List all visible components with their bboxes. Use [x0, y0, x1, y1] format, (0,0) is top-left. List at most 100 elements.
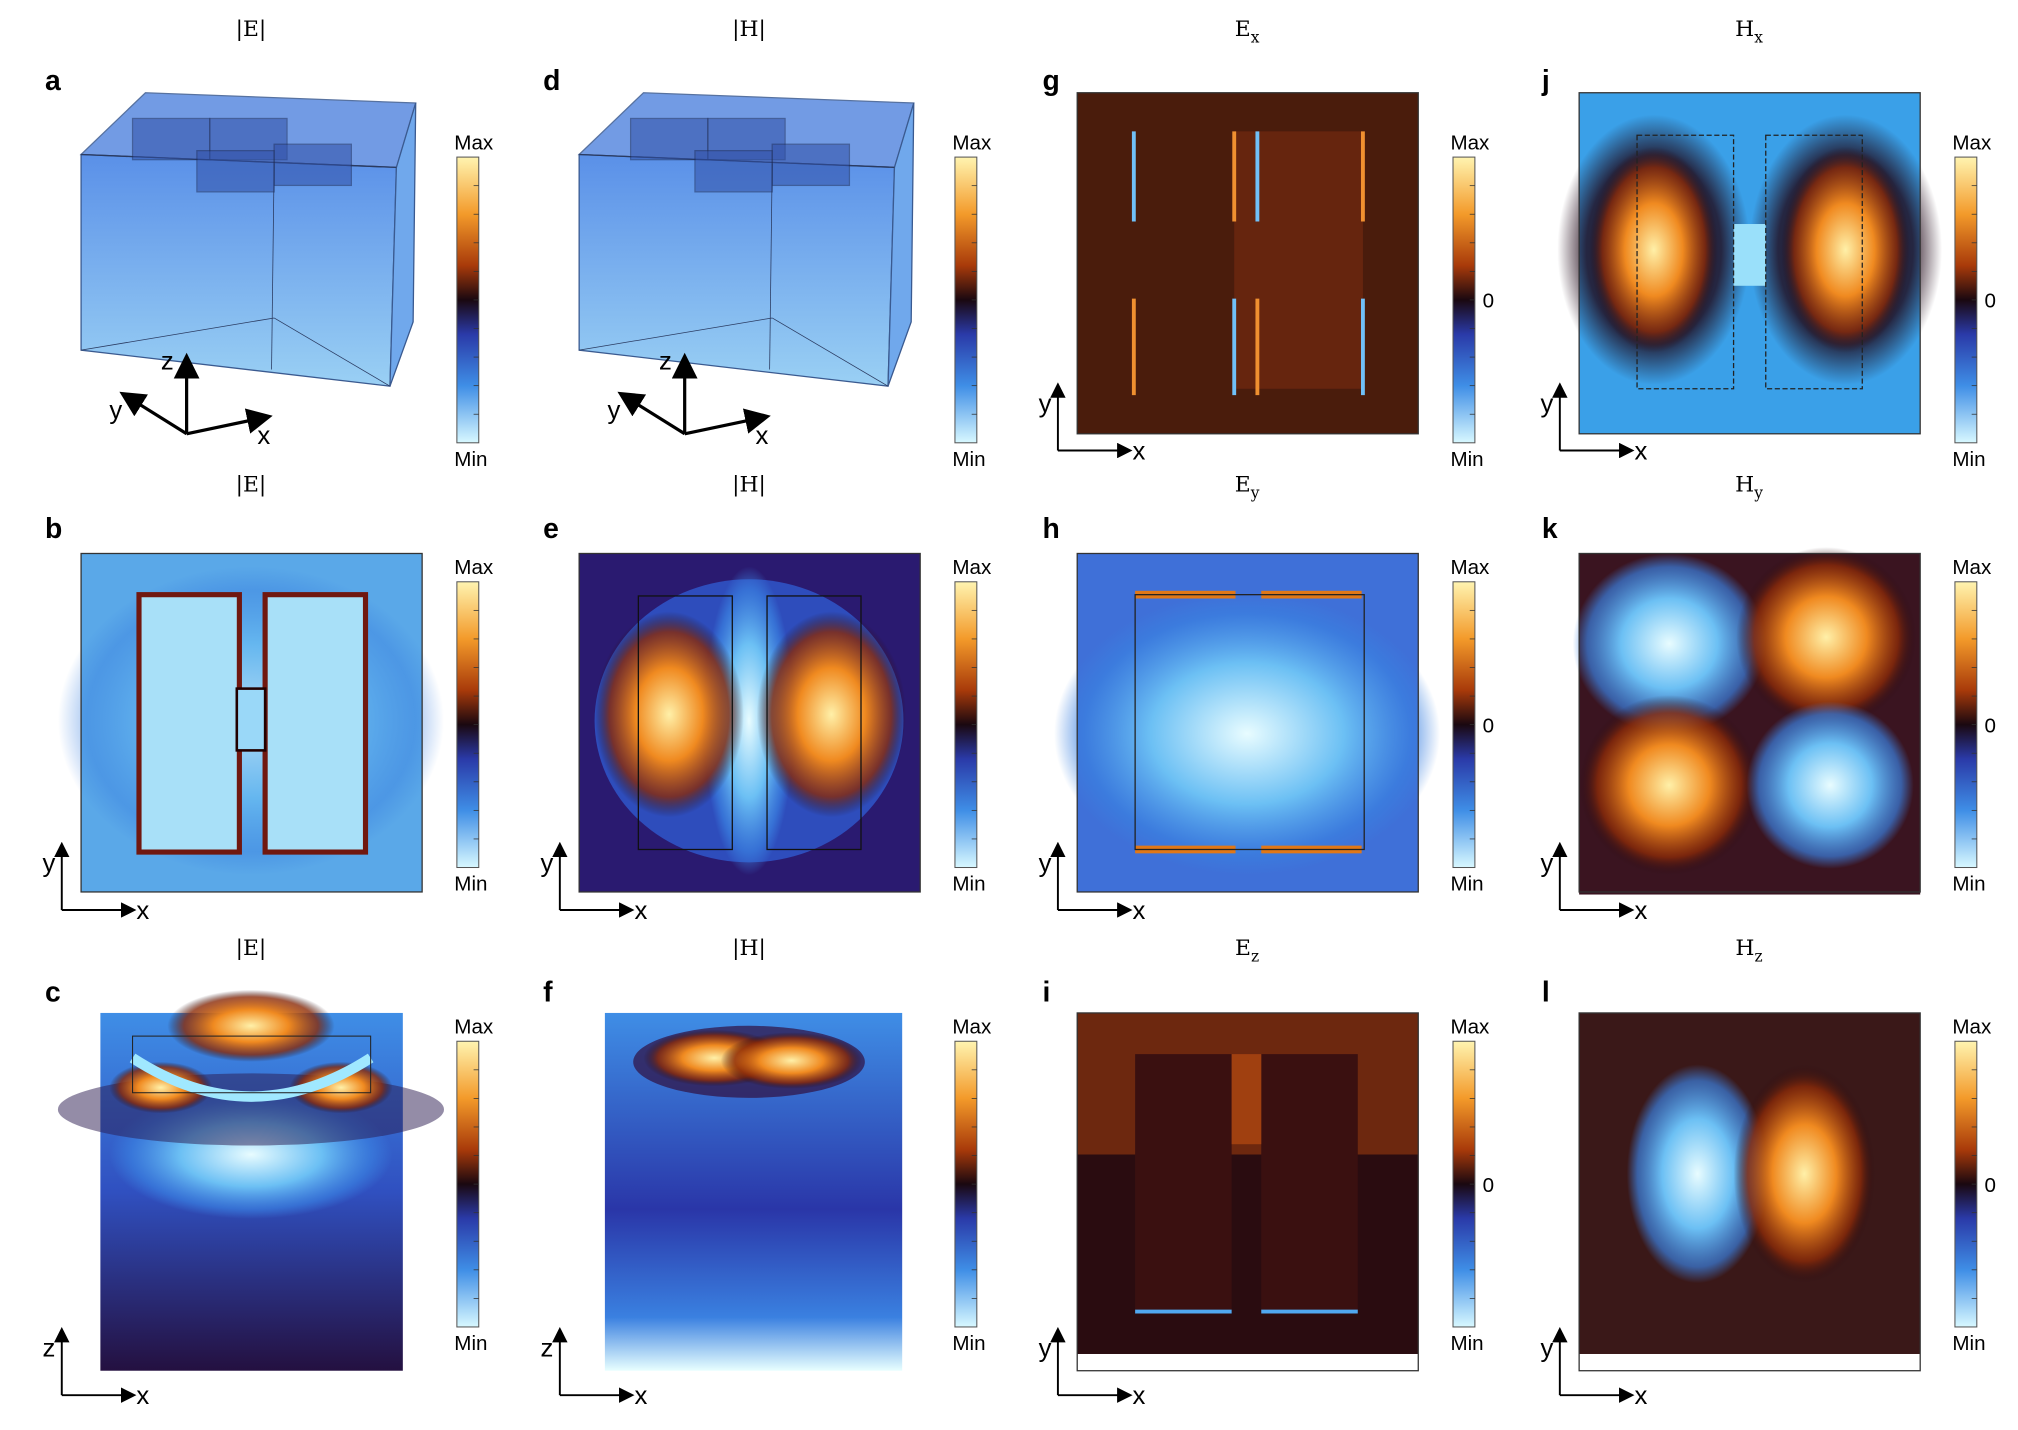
axis-label: x — [136, 1382, 149, 1410]
edge — [273, 317, 391, 387]
axis-label: z — [659, 347, 672, 375]
gap — [1733, 224, 1766, 286]
axis-label: x — [1634, 897, 1647, 925]
frame — [1076, 1012, 1419, 1372]
frame — [578, 552, 921, 893]
blob — [756, 611, 907, 818]
block — [136, 592, 242, 855]
title-main: |H| — [732, 17, 766, 42]
panel-title: |E| — [236, 473, 267, 498]
edge — [769, 163, 773, 370]
panel-title: |H| — [732, 473, 766, 498]
title-main: |H| — [732, 473, 766, 498]
edge — [271, 163, 275, 370]
block — [262, 592, 369, 855]
edge — [579, 317, 773, 351]
blob — [594, 611, 744, 818]
field — [1234, 131, 1363, 389]
blob — [109, 1061, 213, 1114]
colorbar-max: Max — [454, 1016, 494, 1039]
blob — [1733, 1064, 1876, 1284]
colorbar-min: Min — [952, 873, 985, 896]
title-main: E — [1235, 17, 1251, 42]
colorbar-max: Max — [952, 1016, 992, 1039]
colorbar-max: Max — [454, 556, 494, 579]
axis-label: x — [1133, 438, 1146, 466]
axis-label: x — [1634, 438, 1647, 466]
title-sub: z — [1251, 947, 1259, 965]
frame — [80, 552, 423, 893]
panel-letter: l — [1542, 975, 1550, 1007]
panel: e |H| Max Min y x — [541, 473, 992, 925]
panel-letter: k — [1542, 512, 1558, 544]
colorbar-zero: 0 — [1985, 1174, 1996, 1197]
blob — [1736, 547, 1917, 728]
axis-label: x — [755, 422, 768, 450]
block — [694, 150, 773, 193]
field-map — [1572, 547, 1921, 895]
colorbar-max: Max — [1450, 131, 1490, 154]
axis-label: y — [1039, 1335, 1052, 1363]
axis-label: x — [1133, 1382, 1146, 1410]
panel-title: Ez — [1235, 936, 1259, 965]
axis-label: x — [634, 1382, 647, 1410]
colorbar-min: Min — [1450, 873, 1483, 896]
axis-label: x — [634, 897, 647, 925]
outline — [766, 595, 862, 851]
colorbar-max: Max — [1450, 556, 1490, 579]
title-main: |E| — [236, 936, 267, 961]
blob — [1589, 146, 1719, 353]
panel-letter: a — [45, 64, 61, 96]
axis-label: y — [541, 849, 554, 877]
panel: h Ey Max Min 0 y x — [1039, 473, 1494, 925]
panel: k Hy Max Min 0 y x — [1541, 473, 1996, 925]
colorbar-min: Min — [952, 448, 985, 471]
panel-title: |E| — [236, 17, 267, 42]
title-sub: y — [1250, 484, 1260, 502]
colorbar-max: Max — [1952, 1016, 1992, 1039]
field-map — [578, 552, 921, 893]
panel: c |E| Max Min z x — [42, 936, 493, 1410]
colorbar-max: Max — [952, 131, 992, 154]
block — [273, 143, 352, 187]
title-main: |E| — [236, 473, 267, 498]
axis-arrow — [119, 391, 188, 436]
axis-label: x — [1133, 897, 1146, 925]
blob — [720, 1032, 863, 1089]
outline — [132, 1035, 372, 1094]
panel-title: Hz — [1735, 936, 1762, 965]
panel-title: |H| — [732, 17, 766, 42]
gap — [235, 687, 267, 752]
outline — [1636, 134, 1735, 390]
axis-label: y — [1039, 849, 1052, 877]
panel-letter: e — [543, 512, 559, 544]
frame — [1578, 552, 1921, 893]
panel-letter: g — [1042, 64, 1059, 96]
axis-arrow — [186, 408, 273, 436]
field-map — [577, 92, 915, 387]
field-map — [79, 92, 417, 387]
title-main: |E| — [236, 17, 267, 42]
colorbar-zero: 0 — [1483, 714, 1494, 737]
panel-letter: d — [543, 64, 560, 96]
title-main: H — [1735, 17, 1754, 42]
panel: b |E| Max Min y x — [42, 473, 493, 925]
blob — [289, 1061, 393, 1114]
axis-label: y — [1541, 849, 1554, 877]
panel-title: Ey — [1235, 473, 1260, 502]
colorbar-min: Min — [1952, 1332, 1985, 1355]
colorbar-zero: 0 — [1985, 714, 1996, 737]
axis-label: x — [136, 897, 149, 925]
axis-label: z — [42, 1335, 55, 1363]
colorbar-zero: 0 — [1483, 1174, 1494, 1197]
blob — [1579, 695, 1760, 876]
block — [1261, 1054, 1358, 1312]
axis-label: y — [42, 849, 55, 877]
blob — [167, 989, 335, 1062]
blob — [1626, 1064, 1769, 1284]
panel: f |H| Max Min z x — [541, 936, 992, 1410]
panel: i Ez Max Min 0 y x — [1039, 936, 1494, 1410]
axis-label: y — [1039, 390, 1052, 418]
panel-title: Ex — [1235, 17, 1260, 46]
block — [1135, 1054, 1232, 1312]
